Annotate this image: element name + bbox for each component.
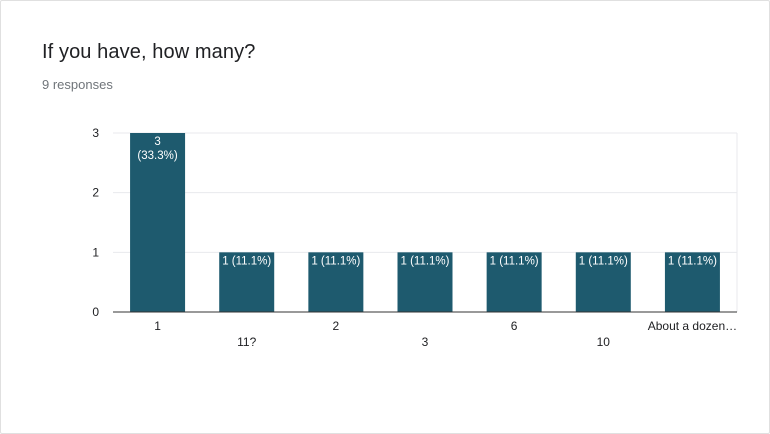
bar [664, 252, 720, 312]
bar-data-label: 1 (11.1%) [311, 255, 360, 267]
x-tick-label: 6 [511, 319, 518, 333]
y-tick-label: 2 [92, 186, 99, 200]
x-tick-label: 11? [237, 335, 256, 349]
bar-data-label: 3 (33.3%) [137, 136, 177, 162]
bar [575, 252, 631, 312]
x-tick-label: About a dozen… [648, 319, 737, 333]
x-tick-label: 3 [422, 335, 429, 349]
y-tick-label: 1 [92, 245, 99, 259]
bar [486, 252, 542, 312]
bar-data-label: 1 (11.1%) [668, 255, 717, 267]
bar-data-label: 1 (11.1%) [490, 255, 539, 267]
bar [219, 252, 275, 312]
bar [308, 252, 364, 312]
bar-data-label: 1 (11.1%) [400, 255, 449, 267]
bar [130, 133, 186, 312]
x-tick-label: 10 [597, 335, 611, 349]
bar-data-label: 1 (11.1%) [222, 255, 271, 267]
y-tick-label: 0 [92, 305, 99, 319]
bar [397, 252, 453, 312]
x-tick-label: 2 [333, 319, 340, 333]
x-tick-label: 1 [154, 319, 161, 333]
response-count: 9 responses [42, 77, 113, 92]
y-tick-label: 3 [92, 126, 99, 140]
bar-data-label: 1 (11.1%) [579, 255, 628, 267]
question-title: If you have, how many? [42, 41, 256, 63]
